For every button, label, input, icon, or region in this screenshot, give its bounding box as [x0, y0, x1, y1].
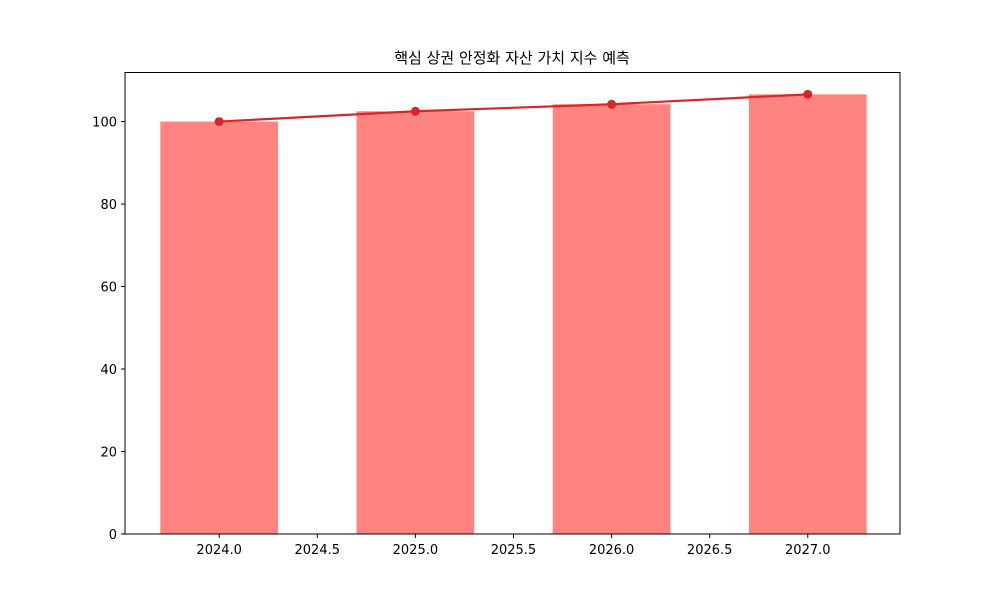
y-axis: 0 20 40 60 80 100 [92, 116, 125, 543]
y-tick-label: 0 [109, 528, 117, 543]
x-tick-label: 2026.0 [589, 543, 635, 558]
line-point-2027 [803, 89, 813, 99]
chart-title: 핵심 상권 안정화 자산 가치 지수 예측 [394, 49, 630, 67]
plot-frame [124, 72, 901, 535]
y-tick-label: 100 [92, 116, 117, 131]
bars [160, 94, 867, 535]
y-tick-label: 20 [100, 446, 117, 461]
line-point-2024 [214, 117, 224, 127]
y-tick-label: 80 [100, 198, 117, 213]
x-tick-label: 2024.5 [295, 543, 341, 558]
x-tick-label: 2025.5 [491, 543, 537, 558]
y-tick-label: 60 [100, 281, 117, 296]
line-point-2025 [410, 106, 420, 116]
bar-2026 [552, 104, 671, 535]
line-series [214, 89, 813, 127]
x-tick-label: 2026.5 [687, 543, 733, 558]
x-tick-label: 2025.0 [393, 543, 439, 558]
x-tick-label: 2027.0 [785, 543, 831, 558]
bar-2024 [160, 121, 279, 535]
line-point-2026 [607, 99, 617, 109]
x-tick-label: 2024.0 [196, 543, 242, 558]
line-path [219, 93, 808, 123]
bar-2025 [356, 111, 475, 535]
bar-2027 [748, 94, 867, 535]
y-tick-label: 40 [100, 363, 117, 378]
x-axis: 2024.0 2024.5 2025.0 2025.5 2026.0 2026.5 2027… [196, 534, 831, 558]
